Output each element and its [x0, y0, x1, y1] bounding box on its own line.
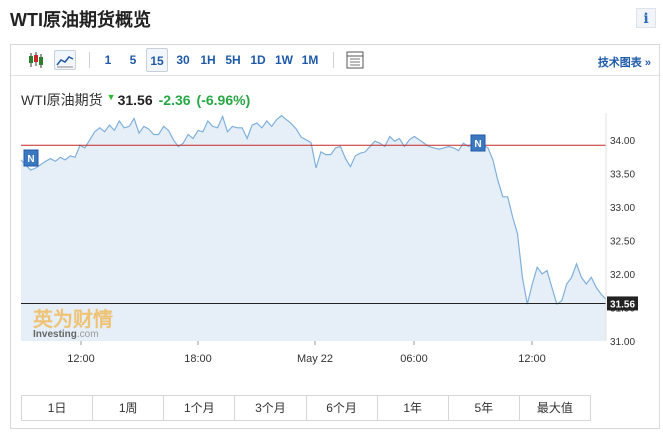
news-marker-box — [470, 134, 486, 152]
interval-1d-button[interactable]: 1D — [250, 53, 266, 67]
last-price: 31.56 — [117, 92, 153, 108]
technical-chart-link[interactable]: 技术图表 » — [597, 57, 651, 69]
period-tab-max[interactable]: 最大值 — [536, 401, 573, 415]
news-marker-label: N — [474, 139, 481, 150]
period-tab-1m[interactable]: 1个月 — [164, 396, 236, 420]
interval-1h-button[interactable]: 1H — [200, 53, 216, 67]
interval-15-button[interactable]: 15 — [146, 48, 168, 72]
news-marker-label: N — [27, 154, 34, 165]
x-tick-label: 12:00 — [518, 353, 546, 365]
period-tab-1w[interactable]: 1周 — [93, 396, 165, 420]
page-title: WTI原油期货概览 — [10, 10, 151, 30]
watermark: 英为财情 Investing.com — [33, 307, 113, 340]
price-line — [20, 114, 607, 306]
interval-5-button[interactable]: 5 — [129, 53, 137, 67]
news-marker-box — [23, 149, 39, 167]
toolbar-divider — [89, 52, 90, 68]
period-tab-1d[interactable]: 1日 — [22, 396, 94, 420]
chart-panel: 1 5 15 30 1H 5H 1D 1W 1M 技术图表 » WTI原油期货 ▼… — [10, 44, 660, 429]
x-tick-label: May 22 — [297, 353, 333, 365]
x-tick-label: 06:00 — [400, 353, 428, 365]
x-tick-label: 18:00 — [184, 353, 212, 365]
last-price-badge — [607, 296, 638, 311]
x-tick-label: 12:00 — [67, 353, 95, 365]
news-marker[interactable]: N — [23, 149, 39, 167]
interval-1-button[interactable]: 1 — [104, 53, 112, 67]
last-price-badge-label: 31.56 — [610, 299, 635, 310]
news-marker[interactable]: N — [470, 134, 486, 152]
y-tick-label: 31.00 — [610, 337, 635, 348]
instrument-name: WTI原油期货 — [21, 92, 103, 108]
candlestick-icon[interactable] — [25, 50, 47, 70]
info-icon[interactable]: i — [636, 8, 656, 28]
svg-text:Investing.com: Investing.com — [33, 329, 99, 340]
interval-1m-button[interactable]: 1M — [301, 53, 319, 67]
quote-line: WTI原油期货 ▼ 31.56 -2.36 (-6.96%) — [21, 90, 250, 110]
table-icon[interactable] — [344, 50, 366, 70]
period-tab-1y[interactable]: 1年 — [378, 396, 449, 420]
watermark-brand-en: Investing — [33, 329, 77, 340]
period-tab-5y[interactable]: 5年 — [449, 396, 520, 420]
y-tick-label: 34.00 — [610, 136, 635, 147]
y-tick-label: 33.50 — [610, 169, 635, 180]
price-change-percent: (-6.96%) — [196, 92, 251, 108]
period-tab-6m[interactable]: 6个月 — [307, 396, 378, 420]
down-arrow-icon: ▼ — [106, 92, 116, 102]
y-tick-label: 32.50 — [610, 236, 635, 247]
y-tick-label: 32.00 — [610, 270, 635, 281]
period-tab-3m[interactable]: 3个月 — [235, 396, 307, 420]
interval-1w-button[interactable]: 1W — [275, 53, 293, 67]
interval-5h-button[interactable]: 5H — [225, 53, 241, 67]
area-chart-icon[interactable] — [54, 50, 76, 70]
price-change: -2.36 — [158, 92, 191, 108]
toolbar-divider — [333, 52, 334, 68]
watermark-brand-suffix: .com — [77, 329, 99, 340]
interval-30-button[interactable]: 30 — [176, 53, 190, 67]
period-tabs: 1日 1周 1个月 3个月 6个月 1年 5年 最大值 — [21, 395, 591, 421]
y-tick-label: 33.00 — [610, 203, 635, 214]
price-chart[interactable]: NN 34.0033.5033.0032.5032.0031.5031.0031… — [11, 45, 659, 385]
price-area — [21, 115, 606, 341]
watermark-brand-cn: 英为财情 — [33, 307, 113, 331]
chart-toolbar: 1 5 15 30 1H 5H 1D 1W 1M 技术图表 » — [11, 45, 659, 76]
